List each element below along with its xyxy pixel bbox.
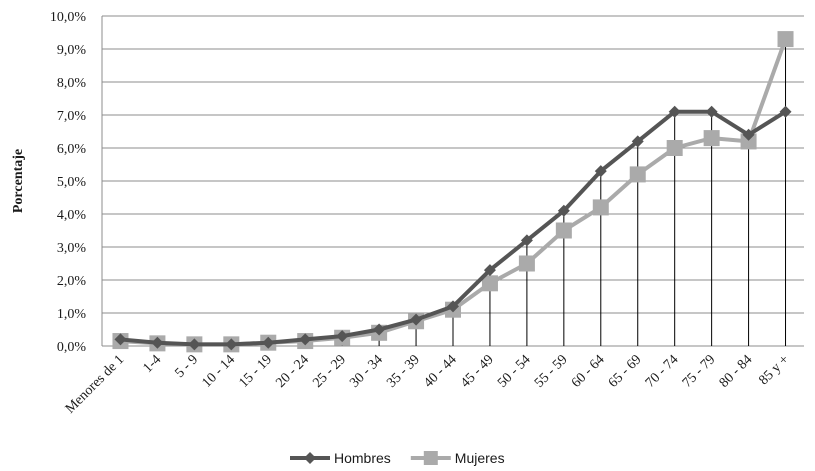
x-tick-label: 80 - 84 [717,352,756,391]
data-point [777,31,794,48]
x-tick-label: 15 - 19 [236,352,275,391]
x-tick-label: 5 - 9 [172,352,201,381]
x-tick-label: 10 - 14 [199,352,238,391]
series-line [120,38,788,347]
data-point [705,105,718,118]
series-hombres [114,105,792,351]
y-tick-label: 0,0% [57,340,87,355]
drop-lines [119,39,787,346]
x-tick-label: 30 - 34 [347,352,386,391]
y-tick-label: 7,0% [57,109,87,124]
data-point [410,313,423,326]
legend-label: Mujeres [455,450,505,466]
x-tick-label: 40 - 44 [421,352,460,391]
x-tick-label: 75 - 79 [680,352,719,391]
data-point [520,234,533,247]
data-point [740,133,757,150]
x-tick-label: 65 - 69 [606,352,645,391]
data-point [779,105,792,118]
y-tick-label: 3,0% [57,241,87,256]
y-tick-label: 8,0% [57,76,87,91]
data-point [114,333,127,346]
legend-marker [423,451,438,465]
data-point [703,130,720,147]
x-tick-label: 50 - 54 [495,352,534,391]
y-tick-label: 6,0% [57,142,87,157]
data-point [629,166,646,183]
data-point [742,128,755,141]
data-point [447,300,459,313]
y-tick-label: 5,0% [57,175,87,190]
x-tick-label: 1-4 [140,352,164,376]
data-point [557,204,570,217]
y-tick-label: 1,0% [57,307,87,322]
data-point [592,199,609,216]
legend-item-mujeres: Mujeres [410,450,505,466]
data-point [188,338,201,351]
x-tick-label: 55 - 59 [532,352,571,391]
data-point [483,264,496,277]
x-tick-label: 25 - 29 [310,352,349,391]
y-axis-tick-labels: 0,0% 1,0% 2,0% 3,0% 4,0% 5,0% 6,0% 7,0% 8,0% 9,0%… [50,10,87,355]
legend-label: Hombres [334,450,391,466]
y-tick-label: 10,0% [50,10,87,25]
x-tick-label: 85 y + [756,352,792,388]
data-point [481,275,498,292]
data-point [666,140,683,156]
x-tick-label: 70 - 74 [643,352,682,391]
data-point [151,336,164,349]
series-group [112,31,794,353]
y-tick-label: 9,0% [57,43,87,58]
data-point [631,135,644,148]
gridlines [101,15,804,347]
data-point [299,333,312,346]
data-point [373,323,386,336]
legend: Hombres Mujeres [290,450,505,466]
data-point [518,255,535,272]
x-tick-label: 45 - 49 [458,352,497,391]
data-point [262,336,275,349]
x-tick-label: 60 - 64 [569,352,608,391]
legend-item-hombres: Hombres [290,450,391,466]
data-point [225,338,238,351]
legend-marker [304,452,316,464]
data-point [336,330,349,343]
y-tick-label: 2,0% [57,274,87,289]
data-point [668,105,681,118]
x-tick-label: 35 - 39 [384,352,423,391]
data-point [555,222,572,239]
y-tick-label: 4,0% [57,208,87,223]
x-tick-label: 20 - 24 [273,352,312,391]
data-point [594,165,607,178]
x-tick-label: Menores de 1 [63,352,127,416]
y-axis-label: Porcentaje [11,149,26,213]
